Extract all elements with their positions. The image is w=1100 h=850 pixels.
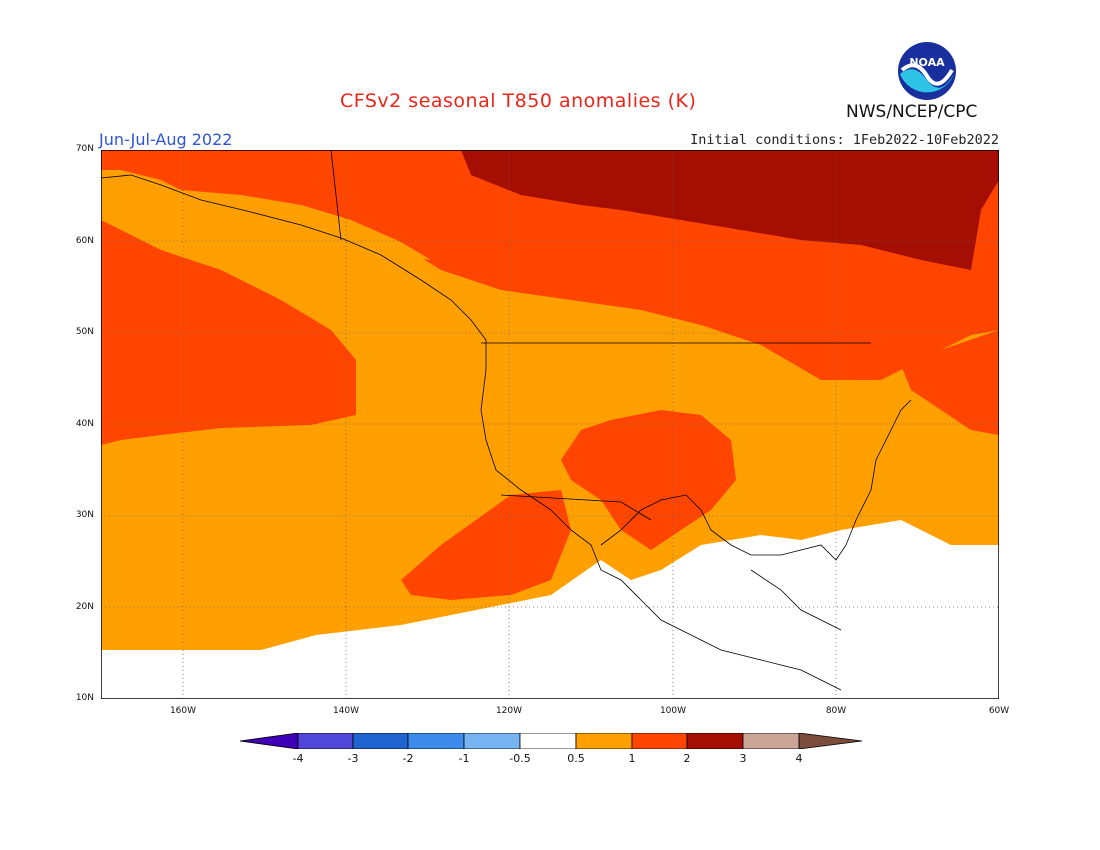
colorbar-swatch-high-arrow [798,733,862,749]
colorbar-swatch-3 [407,733,465,749]
anomaly-region-subtropical-pacific [401,490,571,600]
colorbar-swatch-5 [519,733,577,749]
anomaly-region-tropics [101,520,999,699]
colorbar-label-neg05: -0.5 [509,752,531,765]
noaa-logo-icon: NOAA [898,42,956,100]
colorbar-label-neg4: -4 [292,752,304,765]
lon-label-140w: 140W [332,706,360,716]
anomaly-fill-layer [101,150,999,699]
anomaly-region-northern-canada [461,150,999,270]
central-america-line [750,569,842,631]
graticule-layer [101,150,999,699]
colorbar-swatch-7 [631,733,688,749]
colorbar [240,733,862,749]
anomaly-region-north-pacific [101,220,356,445]
anomaly-map [101,150,999,699]
lat-label-40: 40N [75,419,94,429]
colorbar-swatch-2 [352,733,409,749]
lat-label-10: 10N [75,693,94,703]
lat-label-20: 20N [75,602,94,612]
lat-label-70: 70N [75,144,94,154]
anomaly-region-southwest-us [561,410,736,550]
gulf-coast-line [600,399,912,561]
colorbar-label-neg2: -2 [402,752,414,765]
colorbar-label-05: 0.5 [567,752,585,765]
west-coast-line [101,174,842,691]
lon-label-160w: 160W [169,706,197,716]
agency-label: NWS/NCEP/CPC [846,102,978,122]
lon-label-120w: 120W [495,706,523,716]
lon-label-80w: 80W [825,706,847,716]
lon-label-100w: 100W [659,706,687,716]
map-title: CFSv2 seasonal T850 anomalies (K) [340,90,697,112]
lat-label-50: 50N [75,327,94,337]
colorbar-swatch-8 [686,733,744,749]
anomaly-region-alaska [181,190,431,260]
colorbar-label-neg3: -3 [347,752,359,765]
colorbar-swatch-1 [297,733,354,749]
initial-conditions-label: Initial conditions: 1Feb2022-10Feb2022 [690,132,999,148]
colorbar-swatch-4 [463,733,521,749]
coastline-layer [101,150,912,691]
alaska-border [330,150,342,241]
season-label: Jun-Jul-Aug 2022 [99,130,233,149]
lat-label-60: 60N [75,236,94,246]
lon-label-60w: 60W [988,706,1010,716]
colorbar-label-neg1: -1 [458,752,470,765]
colorbar-swatch-6 [575,733,633,749]
colorbar-label-3: 3 [739,752,747,765]
anomaly-region-atlantic [901,330,999,435]
lat-label-30: 30N [75,510,94,520]
colorbar-swatch-9 [742,733,800,749]
colorbar-label-1: 1 [628,752,636,765]
colorbar-label-4: 4 [795,752,803,765]
colorbar-label-2: 2 [683,752,691,765]
us-mexico-border [500,494,652,521]
logo-text: NOAA [909,56,945,69]
colorbar-swatch-low-arrow [240,733,299,749]
